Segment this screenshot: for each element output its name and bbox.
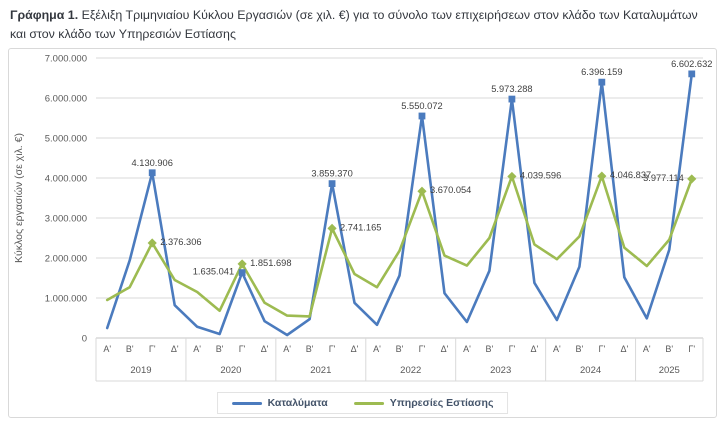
marker-square xyxy=(328,180,336,188)
y-gridlines xyxy=(96,57,703,339)
year-tick-label: 2024 xyxy=(580,365,601,376)
quarter-tick-label: Β' xyxy=(216,344,224,354)
marker-square xyxy=(418,113,426,120)
quarter-tick-label: Β' xyxy=(575,344,583,354)
data-label: 1.635.041 xyxy=(193,267,234,277)
data-label: 2.376.306 xyxy=(160,237,201,247)
marker-square xyxy=(508,96,516,103)
marker-square xyxy=(148,169,156,177)
data-label: 3.859.370 xyxy=(311,169,352,179)
year-tick-label: 2021 xyxy=(310,365,331,376)
y-tick-label: 2.000.000 xyxy=(45,254,87,265)
y-tick-label: 6.000.000 xyxy=(45,94,87,105)
legend-item-estiasi: Υπηρεσίες Εστίασης xyxy=(353,397,494,410)
y-tick-label: 0 xyxy=(82,334,87,345)
quarter-tick-label: Γ' xyxy=(598,344,605,354)
marker-square xyxy=(238,269,246,277)
turnover-line-chart: 7.000.000 6.000.000 5.000.000 4.000.000 3.00… xyxy=(13,54,713,382)
series-line-0 xyxy=(105,73,694,337)
legend-label-estiasi: Υπηρεσίες Εστίασης xyxy=(389,397,494,410)
quarter-tick-label: Α' xyxy=(103,344,111,354)
quarter-tick-label: Γ' xyxy=(688,344,695,354)
marker-diamond xyxy=(237,259,247,269)
data-labels: 4.130.906 2.376.306 1.635.041 1.851.698 3.85… xyxy=(132,59,713,277)
quarter-tick-label: Γ' xyxy=(509,344,516,354)
series-markers xyxy=(147,70,697,277)
data-label: 3.977.114 xyxy=(643,173,684,183)
quarter-tick-label: Δ' xyxy=(620,344,628,354)
marker-diamond xyxy=(597,171,607,182)
quarter-tick-label: Α' xyxy=(193,344,201,354)
legend-line-sample-blue xyxy=(231,401,262,405)
quarter-tick-label: Δ' xyxy=(351,344,359,354)
marker-diamond xyxy=(417,187,427,197)
chart-card: 7.000.000 6.000.000 5.000.000 4.000.000 3.00… xyxy=(8,48,717,419)
quarter-tick-label: Δ' xyxy=(171,344,179,354)
legend-line-sample-green xyxy=(353,401,384,405)
quarter-tick-label: Α' xyxy=(553,344,561,354)
data-label: 3.670.054 xyxy=(430,186,471,196)
data-label: 6.396.159 xyxy=(581,68,622,78)
y-tick-label: 4.000.000 xyxy=(45,174,87,185)
quarter-tick-label: Γ' xyxy=(149,344,156,354)
y-tick-label: 7.000.000 xyxy=(45,54,87,65)
year-tick-label: 2022 xyxy=(400,365,421,376)
marker-diamond xyxy=(507,172,517,182)
quarter-tick-label: Α' xyxy=(643,344,651,354)
quarter-tick-label: Δ' xyxy=(441,344,449,354)
quarter-tick-label: Γ' xyxy=(329,344,336,354)
quarter-tick-label: Α' xyxy=(283,344,291,354)
data-label: 4.039.596 xyxy=(520,171,561,181)
quarter-tick-label: Β' xyxy=(396,344,404,354)
marker-square xyxy=(598,79,606,86)
series-line-1 xyxy=(105,175,694,319)
marker-square xyxy=(688,70,696,78)
marker-diamond xyxy=(147,238,157,248)
quarter-tick-label: Δ' xyxy=(531,344,539,354)
year-tick-label: 2025 xyxy=(659,365,680,376)
quarter-tick-label: Γ' xyxy=(419,344,426,354)
data-label: 4.046.837 xyxy=(610,171,651,181)
y-tick-labels: 7.000.000 6.000.000 5.000.000 4.000.000 3.00… xyxy=(45,54,87,345)
data-label: 2.741.165 xyxy=(340,223,381,233)
x-axis: Α' Β' Γ' Δ' 2019 Α' Β' Γ' Δ' 2020 Α' Β' Γ' Δ' 2021 Α' Β'… xyxy=(95,338,704,382)
marker-diamond xyxy=(327,224,337,234)
y-axis-title: Κύκλος εργασιών (σε χιλ. €) xyxy=(13,133,25,263)
quarter-tick-label: Δ' xyxy=(261,344,269,354)
y-tick-label: 1.000.000 xyxy=(45,294,87,305)
y-tick-label: 5.000.000 xyxy=(45,134,87,145)
legend-label-katalymata: Καταλύματα xyxy=(267,397,328,410)
caption-text: Εξέλιξη Τριμηνιαίου Κύκλου Εργασιών (σε … xyxy=(10,8,698,42)
data-label: 5.550.072 xyxy=(401,101,442,111)
year-tick-label: 2020 xyxy=(220,365,241,376)
chart-legend: Καταλύματα Υπηρεσίες Εστίασης xyxy=(216,392,509,415)
data-label: 1.851.698 xyxy=(250,258,291,268)
year-tick-label: 2019 xyxy=(130,365,151,376)
quarter-tick-label: Β' xyxy=(486,344,494,354)
year-tick-label: 2023 xyxy=(490,365,511,376)
quarter-tick-label: Β' xyxy=(306,344,314,354)
quarter-tick-label: Α' xyxy=(463,344,471,354)
data-label: 4.130.906 xyxy=(132,158,173,168)
page: Γράφημα 1. Εξέλιξη Τριμηνιαίου Κύκλου Ερ… xyxy=(0,0,725,419)
caption-number: Γράφημα 1. xyxy=(10,8,79,22)
chart-caption: Γράφημα 1. Εξέλιξη Τριμηνιαίου Κύκλου Ερ… xyxy=(0,0,725,48)
data-label: 6.602.632 xyxy=(671,59,712,69)
quarter-tick-label: Β' xyxy=(665,344,673,354)
marker-diamond xyxy=(687,174,697,184)
quarter-tick-label: Γ' xyxy=(239,344,246,354)
quarter-tick-label: Β' xyxy=(126,344,134,354)
data-label: 5.973.288 xyxy=(491,85,532,95)
y-tick-label: 3.000.000 xyxy=(45,214,87,225)
quarter-tick-label: Α' xyxy=(373,344,381,354)
legend-item-katalymata: Καταλύματα xyxy=(231,397,328,410)
